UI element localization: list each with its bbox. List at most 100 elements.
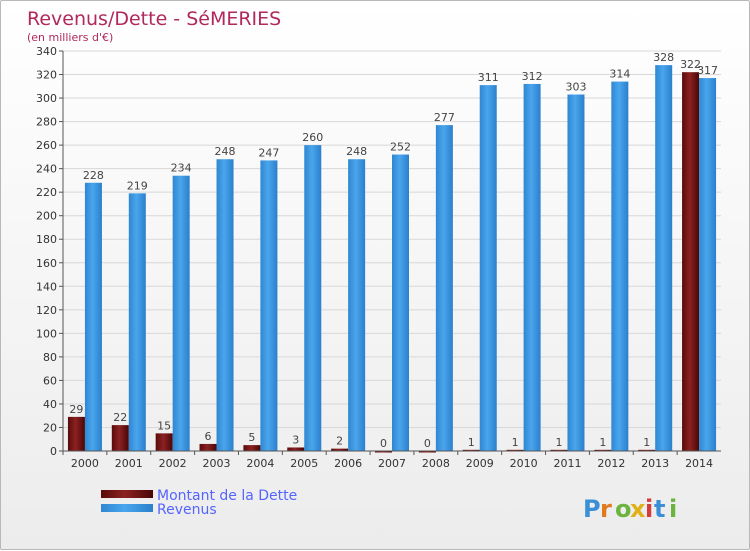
x-tick-label: 2001 [115, 457, 143, 470]
bar-dette [243, 445, 261, 451]
y-tick-label: 20 [43, 421, 57, 434]
y-tick-label: 100 [36, 327, 57, 340]
data-label: 15 [157, 419, 171, 432]
y-tick-label: 60 [43, 374, 57, 387]
data-label: 29 [69, 403, 83, 416]
legend-label: Montant de la Dette [157, 488, 297, 504]
bar-revenus [479, 85, 497, 451]
data-label: 247 [258, 146, 279, 159]
x-tick-label: 2007 [378, 457, 406, 470]
data-label: 0 [380, 437, 387, 450]
x-tick-label: 2003 [203, 457, 231, 470]
y-tick-label: 220 [36, 186, 57, 199]
data-label: 248 [346, 145, 367, 158]
data-label: 322 [680, 58, 701, 71]
data-label: 260 [302, 131, 323, 144]
data-label: 312 [522, 70, 543, 83]
x-tick-label: 2008 [422, 457, 450, 470]
data-label: 311 [478, 71, 499, 84]
data-label: 2 [336, 435, 343, 448]
x-tick-label: 2014 [685, 457, 713, 470]
bar-revenus [128, 193, 146, 451]
legend-swatch [101, 490, 153, 498]
y-tick-label: 300 [36, 92, 57, 105]
y-tick-label: 160 [36, 257, 57, 270]
data-label: 317 [697, 64, 718, 77]
logo-letter: r [600, 495, 612, 523]
data-label: 303 [565, 81, 586, 94]
x-tick-label: 2004 [246, 457, 274, 470]
bar-dette [418, 451, 436, 453]
bar-revenus [216, 159, 234, 451]
data-label: 219 [127, 179, 148, 192]
y-tick-label: 200 [36, 210, 57, 223]
y-axis-ticks: 0 20 40 60 80 100 120 140 160 180 200 220 240 260 280 3… [36, 45, 63, 458]
bar-dette [682, 72, 700, 452]
data-label: 1 [599, 436, 606, 449]
data-label: 248 [215, 145, 236, 158]
bar-revenus [260, 160, 278, 452]
bar-dette [331, 448, 349, 451]
bar-dette [199, 443, 217, 451]
data-label: 277 [434, 111, 455, 124]
logo-letter: o [615, 495, 632, 523]
y-tick-label: 0 [50, 445, 57, 458]
bar-revenus [304, 145, 322, 451]
y-tick-label: 280 [36, 116, 57, 129]
x-tick-label: 2000 [71, 457, 99, 470]
data-label: 5 [248, 431, 255, 444]
legend-swatch [101, 504, 153, 512]
data-label: 3 [292, 433, 299, 446]
y-tick-label: 140 [36, 280, 57, 293]
legend-label: Revenus [157, 502, 217, 518]
bar-dette [287, 447, 305, 451]
bar-revenus [84, 182, 102, 451]
logo-letter: P [583, 495, 601, 523]
bar-revenus [435, 125, 453, 451]
data-label: 1 [468, 436, 475, 449]
data-label: 228 [83, 169, 104, 182]
bar-revenus [392, 154, 409, 451]
y-tick-label: 40 [43, 398, 57, 411]
y-tick-label: 340 [36, 45, 57, 58]
logo-letter: x [630, 495, 646, 523]
data-label: 234 [171, 162, 192, 175]
bar-dette [375, 451, 392, 453]
data-label: 314 [609, 68, 630, 81]
data-label: 22 [113, 411, 127, 424]
bar-revenus [172, 175, 190, 452]
data-label: 1 [555, 436, 562, 449]
data-label: 328 [653, 51, 674, 64]
x-tick-label: 2009 [466, 457, 494, 470]
logo-letter: i [669, 495, 677, 523]
x-tick-label: 2002 [159, 457, 187, 470]
y-tick-label: 180 [36, 233, 57, 246]
x-tick-label: 2012 [597, 457, 625, 470]
y-tick-label: 240 [36, 163, 57, 176]
data-label: 1 [512, 436, 519, 449]
bar-revenus [611, 81, 629, 452]
y-tick-label: 80 [43, 351, 57, 364]
bar-revenus [348, 159, 366, 451]
x-axis-ticks: 2000 2001 2002 2003 2004 2005 2006 2007 2008 2009… [62, 451, 713, 470]
data-label: 6 [205, 430, 212, 443]
bars [67, 65, 717, 453]
x-tick-label: 2010 [510, 457, 538, 470]
data-label: 1 [643, 436, 650, 449]
data-label: 252 [390, 141, 411, 154]
data-label: 0 [424, 437, 431, 450]
bar-revenus [699, 78, 717, 451]
data-labels: 29 228 22 219 15 234 6 248 5 247 3 260 2 248 0 252 0 277 1… [69, 51, 718, 450]
logo-letter: t [654, 495, 665, 523]
bar-dette [111, 425, 129, 451]
bar-revenus [523, 83, 541, 452]
chart-subtitle: (en milliers d'€) [27, 31, 113, 44]
bar-revenus [567, 94, 585, 451]
bar-dette [67, 416, 85, 451]
y-tick-label: 320 [36, 69, 57, 82]
chart-title: Revenus/Dette - SéMERIES [27, 8, 281, 30]
